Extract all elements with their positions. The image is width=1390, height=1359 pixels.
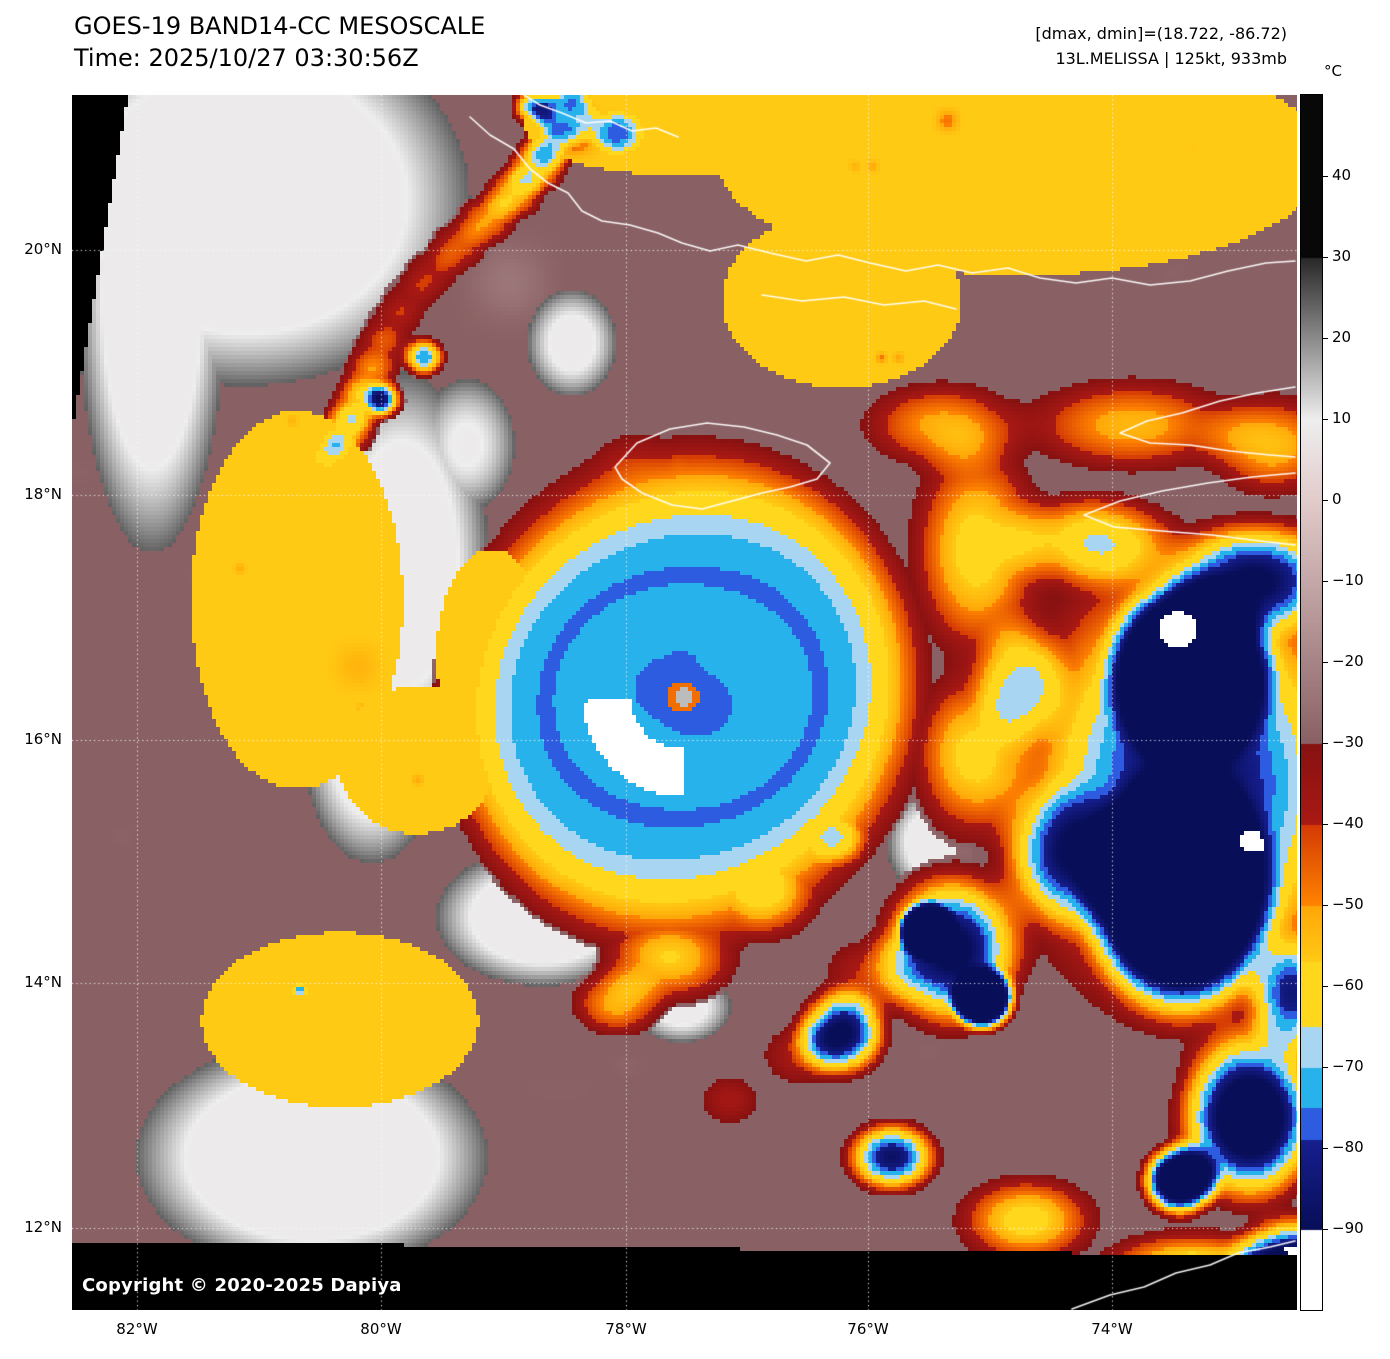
colorbar-tick-mark: [1323, 1228, 1328, 1230]
header-right: [dmax, dmin]=(18.722, -86.72) 13L.MELISS…: [1035, 22, 1287, 72]
timestamp: Time: 2025/10/27 03:30:56Z: [74, 44, 419, 73]
colorbar-tick-mark: [1323, 742, 1328, 744]
page-title: GOES-19 BAND14-CC MESOSCALE: [74, 12, 486, 40]
colorbar-unit: °C: [1324, 62, 1342, 80]
colorbar-tick-mark: [1323, 1066, 1328, 1068]
colorbar-tick-label: 20: [1332, 328, 1352, 346]
colorbar-tick-mark: [1323, 823, 1328, 825]
lon-label: 80°W: [360, 1320, 402, 1338]
colorbar-tick-mark: [1323, 661, 1328, 663]
colorbar-tick-mark: [1323, 175, 1328, 177]
map-overlay-canvas: [72, 95, 1297, 1310]
lon-label: 82°W: [116, 1320, 158, 1338]
colorbar-tick-label: −20: [1332, 652, 1364, 670]
colorbar-tick-label: 0: [1332, 490, 1342, 508]
colorbar-tick-mark: [1323, 904, 1328, 906]
lat-label: 16°N: [24, 730, 62, 748]
lon-label: 74°W: [1091, 1320, 1133, 1338]
lat-label: 20°N: [24, 240, 62, 258]
colorbar-tick-label: −60: [1332, 976, 1364, 994]
colorbar-tick-label: −50: [1332, 895, 1364, 913]
colorbar-tick-label: 40: [1332, 166, 1352, 184]
dmax-dmin-readout: [dmax, dmin]=(18.722, -86.72): [1035, 24, 1287, 43]
lon-label: 76°W: [847, 1320, 889, 1338]
colorbar-gradient-canvas: [1301, 95, 1322, 1310]
colorbar-tick-mark: [1323, 985, 1328, 987]
colorbar-tick-label: −30: [1332, 733, 1364, 751]
colorbar-tick-mark: [1323, 337, 1328, 339]
lat-label: 14°N: [24, 973, 62, 991]
header-left: GOES-19 BAND14-CC MESOSCALE Time: 2025/1…: [74, 10, 485, 75]
colorbar-tick-label: −40: [1332, 814, 1364, 832]
colorbar-tick-mark: [1323, 1147, 1328, 1149]
colorbar-tick-mark: [1323, 499, 1328, 501]
colorbar-tick-label: 30: [1332, 247, 1352, 265]
colorbar-tick-label: 10: [1332, 409, 1352, 427]
copyright: Copyright © 2020-2025 Dapiya: [82, 1275, 402, 1296]
colorbar-tick-label: −70: [1332, 1057, 1364, 1075]
colorbar-tick-label: −10: [1332, 571, 1364, 589]
lat-label: 12°N: [24, 1218, 62, 1236]
lat-label: 18°N: [24, 485, 62, 503]
colorbar-tick-label: −90: [1332, 1219, 1364, 1237]
colorbar-tick-mark: [1323, 580, 1328, 582]
colorbar-tick-mark: [1323, 256, 1328, 258]
lon-label: 78°W: [605, 1320, 647, 1338]
satellite-map: Copyright © 2020-2025 Dapiya: [72, 95, 1297, 1310]
colorbar: [1300, 94, 1323, 1311]
colorbar-tick-label: −80: [1332, 1138, 1364, 1156]
colorbar-tick-mark: [1323, 418, 1328, 420]
storm-info: 13L.MELISSA | 125kt, 933mb: [1055, 48, 1287, 68]
